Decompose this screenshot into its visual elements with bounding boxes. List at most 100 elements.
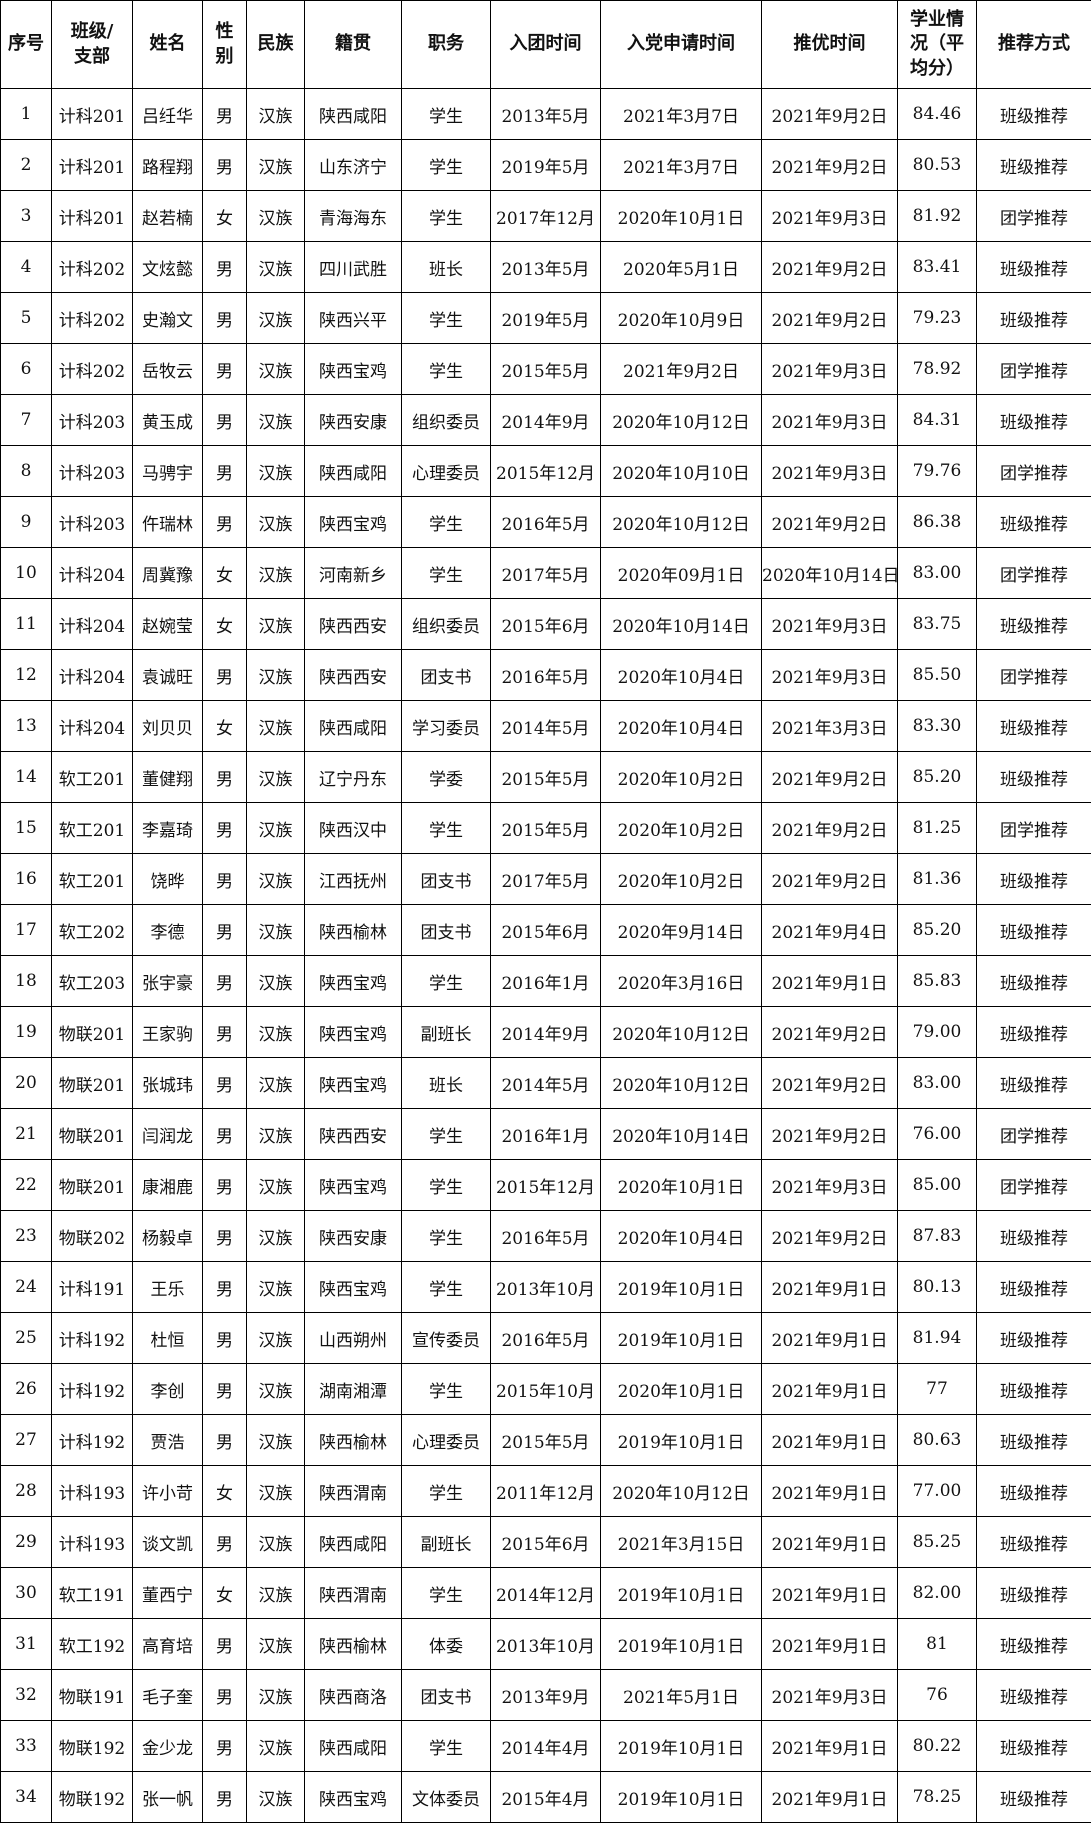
- cell-col-name: 杜恒: [132, 1312, 203, 1364]
- cell-col-league-date: 2019年5月: [490, 292, 601, 344]
- cell-col-index: 1: [0, 88, 52, 140]
- cell-col-index: 23: [0, 1210, 52, 1262]
- cell-col-hometown: 陕西安康: [304, 1210, 402, 1262]
- cell-col-ethnicity: 汉族: [246, 1312, 305, 1364]
- cell-col-grade: 83.00: [897, 1057, 977, 1109]
- cell-col-recommend-date: 2020年10月14日: [761, 547, 898, 599]
- cell-col-position: 班长: [401, 241, 491, 293]
- cell-col-position: 心理委员: [401, 1414, 491, 1466]
- cell-col-ethnicity: 汉族: [246, 1210, 305, 1262]
- cell-col-class: 计科201: [51, 88, 133, 140]
- cell-col-class: 计科203: [51, 445, 133, 497]
- cell-col-class: 计科192: [51, 1312, 133, 1364]
- cell-col-hometown: 山西朔州: [304, 1312, 402, 1364]
- cell-col-application-date: 2020年10月10日: [600, 445, 762, 497]
- cell-col-position: 学生: [401, 1261, 491, 1313]
- cell-col-method: 班级推荐: [976, 1567, 1091, 1619]
- cell-col-ethnicity: 汉族: [246, 1057, 305, 1109]
- cell-col-hometown: 陕西咸阳: [304, 88, 402, 140]
- cell-col-name: 张城玮: [132, 1057, 203, 1109]
- cell-col-class: 计科202: [51, 343, 133, 395]
- cell-col-league-date: 2015年6月: [490, 598, 601, 650]
- cell-col-position: 组织委员: [401, 394, 491, 446]
- cell-col-recommend-date: 2021年9月1日: [761, 955, 898, 1007]
- cell-col-recommend-date: 2021年9月2日: [761, 853, 898, 905]
- cell-col-class: 计科201: [51, 190, 133, 242]
- cell-col-name: 吕纴华: [132, 88, 203, 140]
- cell-col-method: 团学推荐: [976, 190, 1091, 242]
- cell-col-gender: 男: [202, 139, 247, 191]
- cell-col-position: 学生: [401, 1210, 491, 1262]
- cell-col-index: 33: [0, 1720, 52, 1772]
- table-row: 26 计科192 李创男汉族 湖南湘潭 学生 2015年10月 2020年10月1日 2021…: [0, 1363, 1091, 1415]
- cell-col-class: 软工201: [51, 853, 133, 905]
- header-row: 序号 班级/支部 姓名 性别 民族 籍贯 职务 入团时间 入党申请时间 推优时间 学业情况（平均分）…: [0, 0, 1091, 89]
- cell-col-recommend-date: 2021年9月4日: [761, 904, 898, 956]
- cell-col-ethnicity: 汉族: [246, 1465, 305, 1517]
- cell-col-ethnicity: 汉族: [246, 802, 305, 854]
- cell-col-position: 学生: [401, 1108, 491, 1160]
- cell-col-grade: 76: [897, 1669, 977, 1721]
- cell-col-grade: 82.00: [897, 1567, 977, 1619]
- cell-col-league-date: 2013年10月: [490, 1261, 601, 1313]
- cell-col-index: 9: [0, 496, 52, 548]
- cell-col-class: 软工201: [51, 751, 133, 803]
- cell-col-application-date: 2019年10月1日: [600, 1720, 762, 1772]
- cell-col-ethnicity: 汉族: [246, 139, 305, 191]
- cell-col-grade: 85.20: [897, 904, 977, 956]
- cell-col-position: 副班长: [401, 1006, 491, 1058]
- cell-col-ethnicity: 汉族: [246, 1618, 305, 1670]
- cell-col-gender: 男: [202, 1669, 247, 1721]
- cell-col-grade: 78.25: [897, 1771, 977, 1823]
- cell-col-index: 29: [0, 1516, 52, 1568]
- table-body: 1 计科201 吕纴华男汉族 陕西咸阳 学生 2013年5月 2021年3月7日 2021年9…: [0, 88, 1091, 1823]
- cell-col-method: 班级推荐: [976, 496, 1091, 548]
- cell-col-class: 计科204: [51, 598, 133, 650]
- cell-col-position: 学习委员: [401, 700, 491, 752]
- table-row: 27 计科192 贾浩男汉族 陕西榆林 心理委员 2015年5月 2019年10月1日 202…: [0, 1414, 1091, 1466]
- cell-col-recommend-date: 2021年9月2日: [761, 241, 898, 293]
- cell-col-position: 体委: [401, 1618, 491, 1670]
- cell-col-gender: 女: [202, 1567, 247, 1619]
- cell-col-gender: 男: [202, 496, 247, 548]
- cell-col-recommend-date: 2021年9月2日: [761, 1108, 898, 1160]
- cell-col-name: 闫润龙: [132, 1108, 203, 1160]
- cell-col-index: 16: [0, 853, 52, 905]
- cell-col-application-date: 2021年9月2日: [600, 343, 762, 395]
- cell-col-gender: 男: [202, 904, 247, 956]
- cell-col-index: 28: [0, 1465, 52, 1517]
- cell-col-class: 软工191: [51, 1567, 133, 1619]
- cell-col-method: 团学推荐: [976, 1108, 1091, 1160]
- cell-col-hometown: 河南新乡: [304, 547, 402, 599]
- cell-col-name: 董健翔: [132, 751, 203, 803]
- cell-col-recommend-date: 2021年9月2日: [761, 88, 898, 140]
- cell-col-league-date: 2016年5月: [490, 1312, 601, 1364]
- cell-col-gender: 男: [202, 1516, 247, 1568]
- table-row: 24 计科191 王乐男汉族 陕西宝鸡 学生 2013年10月 2019年10月1日 2021…: [0, 1261, 1091, 1313]
- cell-col-grade: 80.53: [897, 139, 977, 191]
- cell-col-name: 史瀚文: [132, 292, 203, 344]
- cell-col-name: 仵瑞林: [132, 496, 203, 548]
- table-row: 9 计科203 仵瑞林男汉族 陕西宝鸡 学生 2016年5月 2020年10月12日 2021…: [0, 496, 1091, 548]
- cell-col-ethnicity: 汉族: [246, 904, 305, 956]
- cell-col-name: 袁诚旺: [132, 649, 203, 701]
- cell-col-grade: 78.92: [897, 343, 977, 395]
- cell-col-recommend-date: 2021年9月1日: [761, 1261, 898, 1313]
- cell-col-name: 谈文凯: [132, 1516, 203, 1568]
- cell-col-ethnicity: 汉族: [246, 751, 305, 803]
- cell-col-application-date: 2021年5月1日: [600, 1669, 762, 1721]
- cell-col-name: 文炫懿: [132, 241, 203, 293]
- cell-col-grade: 83.41: [897, 241, 977, 293]
- cell-col-gender: 男: [202, 649, 247, 701]
- cell-col-league-date: 2014年12月: [490, 1567, 601, 1619]
- cell-col-name: 周冀豫: [132, 547, 203, 599]
- header-col-recommend-date: 推优时间: [761, 0, 898, 89]
- cell-col-method: 团学推荐: [976, 343, 1091, 395]
- cell-col-ethnicity: 汉族: [246, 1516, 305, 1568]
- cell-col-index: 4: [0, 241, 52, 293]
- cell-col-application-date: 2020年10月1日: [600, 1159, 762, 1211]
- cell-col-recommend-date: 2021年9月1日: [761, 1465, 898, 1517]
- cell-col-name: 董西宁: [132, 1567, 203, 1619]
- cell-col-ethnicity: 汉族: [246, 955, 305, 1007]
- cell-col-hometown: 陕西榆林: [304, 1414, 402, 1466]
